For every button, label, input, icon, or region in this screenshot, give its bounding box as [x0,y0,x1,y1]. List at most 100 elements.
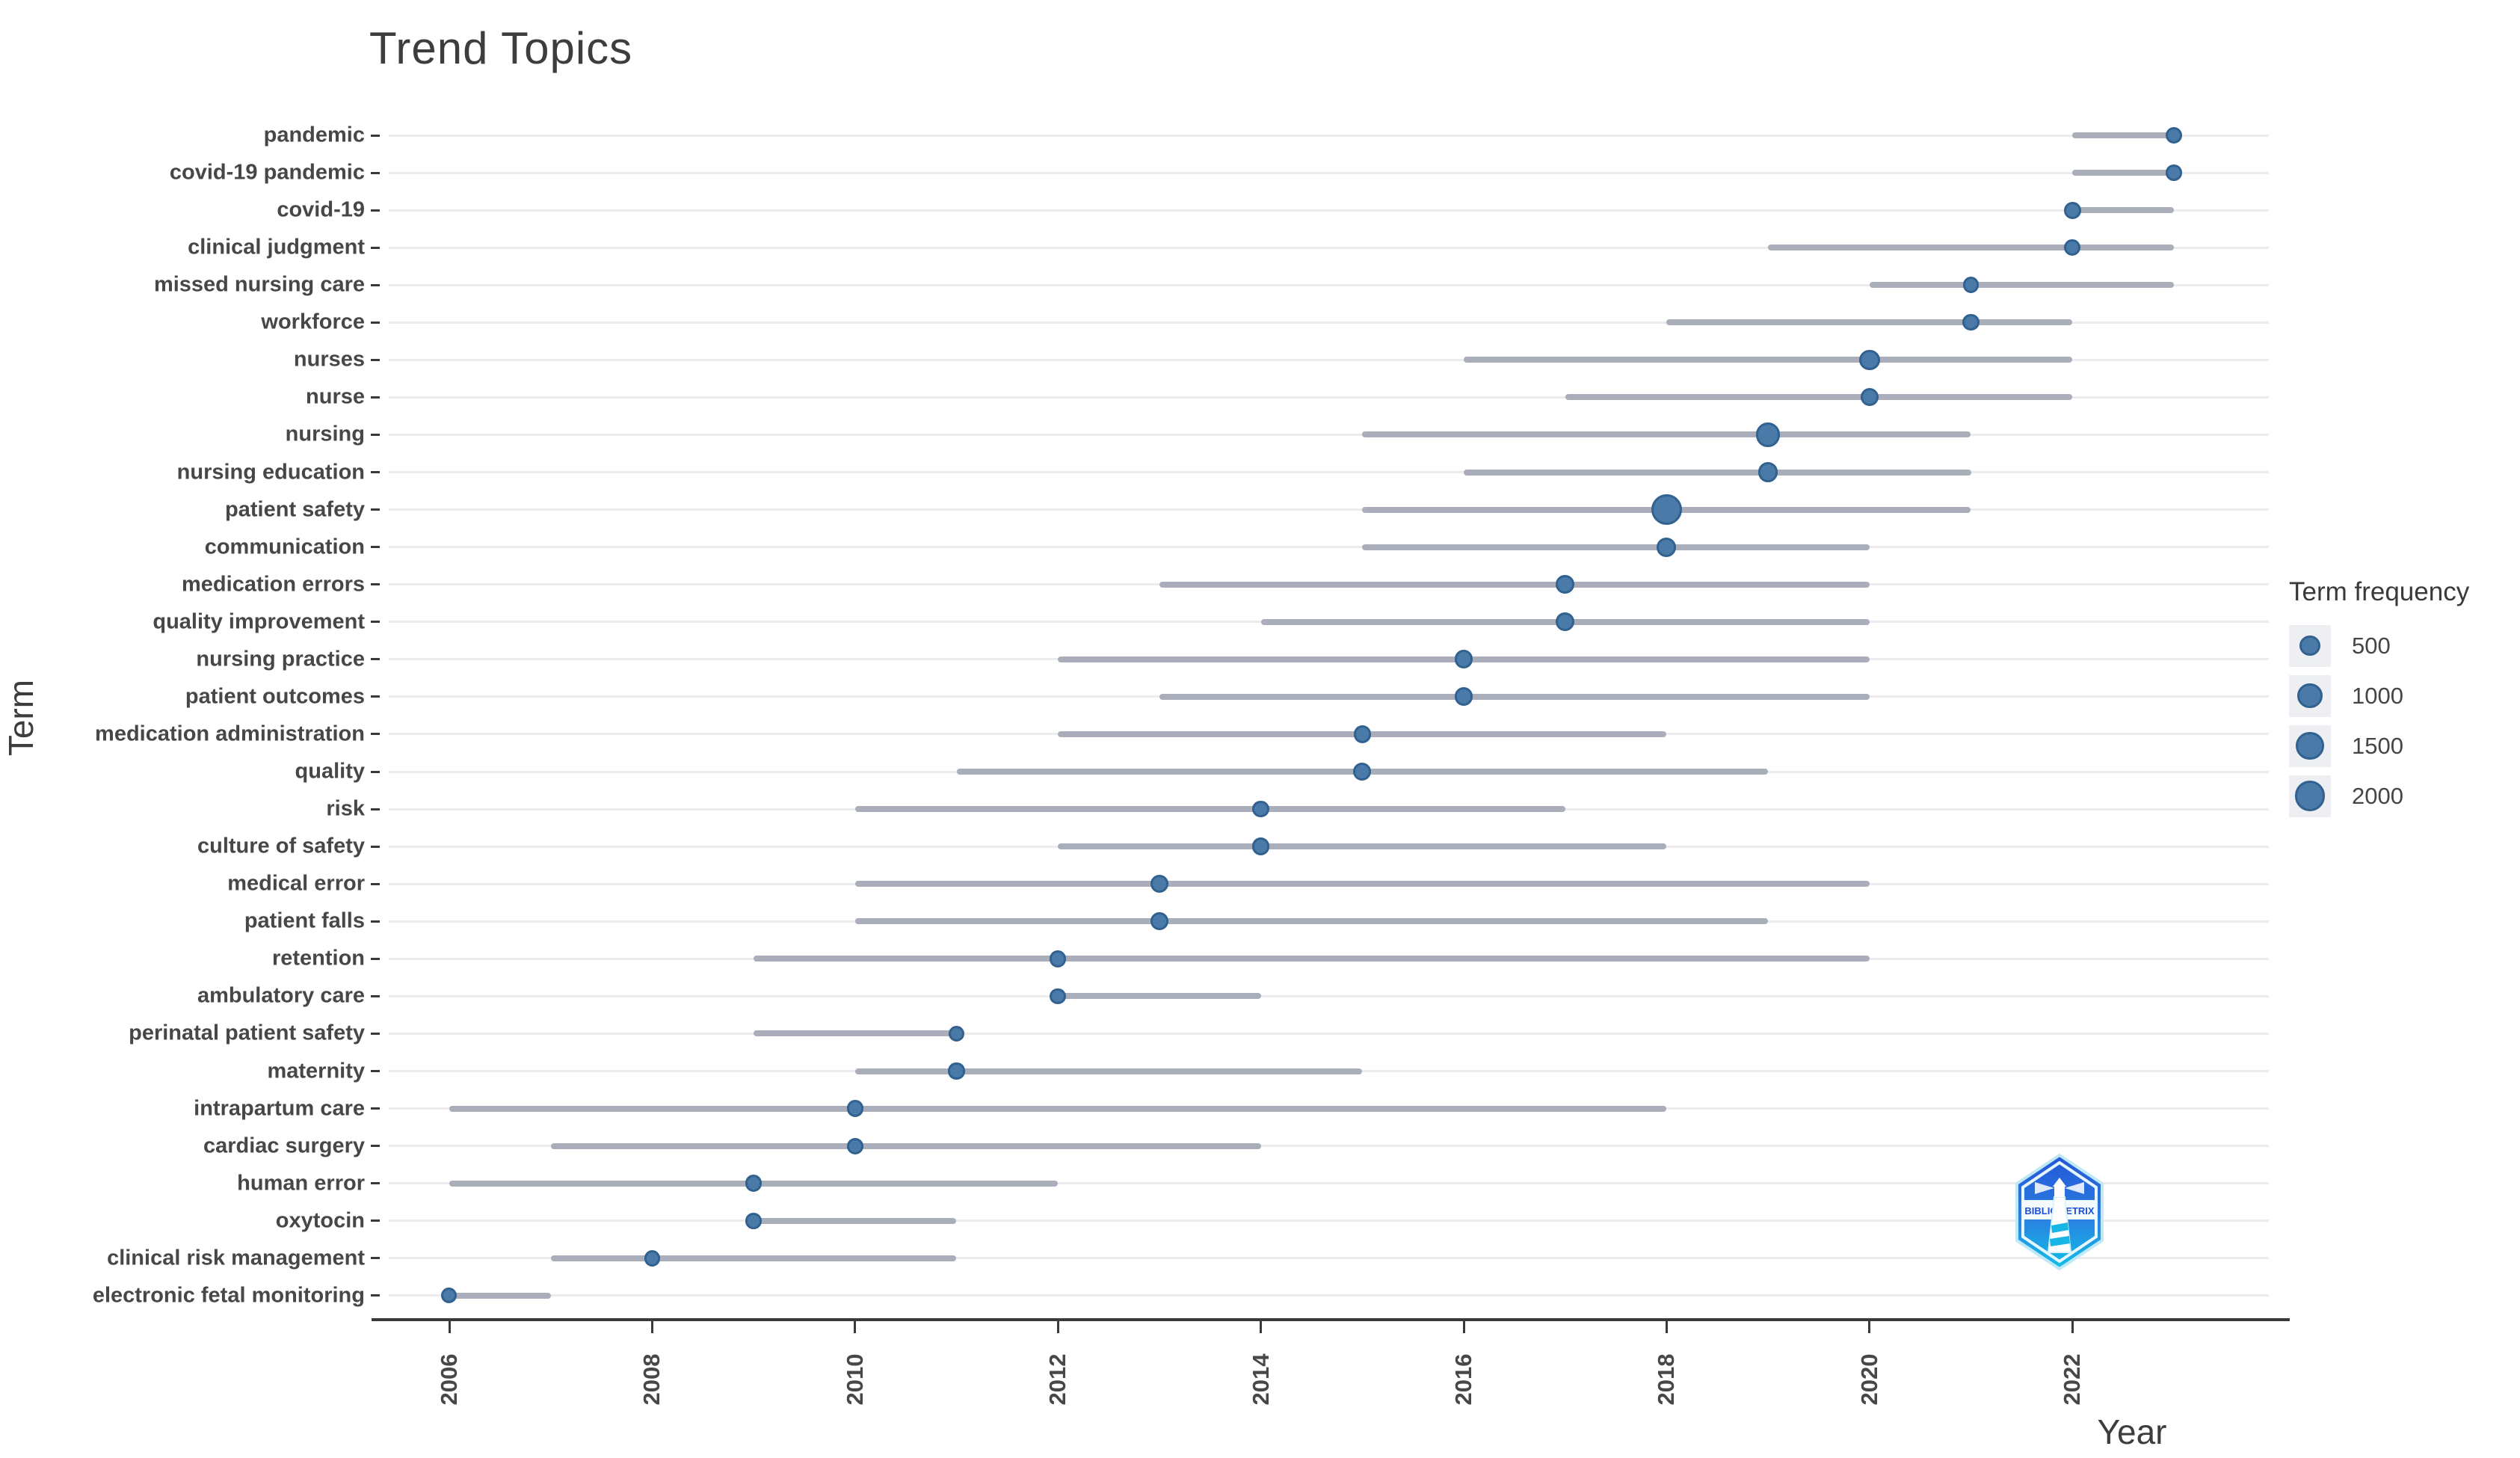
term-median-dot [1755,422,1781,447]
term-year-range-segment [1159,581,1870,588]
y-tick-mark [371,471,380,474]
y-tick-label: nurses [293,347,365,372]
row-gridline [389,209,2269,212]
term-median-dot [2064,239,2081,256]
y-tick-mark [371,1182,380,1185]
y-tick-label: covid-19 pandemic [169,160,365,185]
y-tick-label: cardiac surgery [203,1134,365,1158]
y-tick-mark [371,134,380,137]
row-gridline [389,283,2269,286]
x-tick-label: 2022 [2059,1353,2086,1406]
term-year-range-segment [1058,993,1261,1000]
term-median-dot [1150,875,1169,893]
term-median-dot [1556,612,1575,632]
term-year-range-segment [1058,843,1667,850]
row-gridline [389,1032,2269,1035]
term-median-dot [1251,837,1270,855]
x-tick-label: 2008 [638,1353,665,1406]
term-year-range-segment [2072,132,2174,138]
y-tick-label: culture of safety [197,834,365,858]
term-median-dot [846,1137,863,1154]
legend-item: 1000 [2289,671,2513,721]
y-tick-label: oxytocin [275,1208,365,1233]
x-tick-mark [2071,1321,2074,1333]
term-median-dot [1454,687,1473,707]
row-gridline [389,134,2269,137]
term-median-dot [1050,988,1066,1005]
y-tick-mark [371,546,380,549]
x-tick-mark [448,1321,451,1333]
term-year-range-segment [550,1142,1261,1149]
term-median-dot [1757,462,1778,482]
term-year-range-segment [854,881,1870,888]
y-tick-mark [371,1219,380,1222]
y-tick-label: clinical risk management [107,1246,365,1270]
y-tick-mark [371,583,380,586]
y-tick-mark [371,733,380,736]
y-tick-label: workforce [261,310,365,334]
term-median-dot [745,1175,763,1192]
term-year-range-segment [754,1217,957,1224]
y-tick-label: ambulatory care [197,983,365,1008]
y-tick-label: maternity [267,1059,365,1083]
term-median-dot [1860,388,1879,407]
x-tick-label: 2006 [436,1353,462,1406]
bibliometrix-logo: BIBLIOMETRIX [2014,1153,2105,1274]
legend-size-value: 2000 [2352,782,2403,809]
term-median-dot [441,1288,458,1304]
y-tick-mark [371,321,380,324]
legend-size-dot [2296,731,2324,760]
y-tick-label: nursing education [176,460,365,485]
y-tick-mark [371,396,380,399]
term-year-range-segment [854,1068,1363,1074]
y-tick-mark [371,695,380,698]
row-gridline [389,1219,2269,1222]
x-tick-mark [1462,1321,1465,1333]
x-tick-label: 2018 [1653,1353,1680,1406]
y-tick-mark [371,508,380,511]
y-tick-mark [371,209,380,212]
y-tick-label: medication administration [95,722,365,746]
row-gridline [389,321,2269,324]
y-tick-mark [371,1257,380,1260]
y-tick-mark [371,770,380,773]
legend-key [2289,725,2331,767]
row-gridline [389,433,2269,436]
row-gridline [389,508,2269,511]
y-tick-label: communication [204,535,365,559]
term-median-dot [1556,575,1574,594]
y-tick-label: covid-19 [277,197,365,222]
y-tick-mark [371,882,380,885]
legend-key [2289,624,2331,667]
x-tick-label: 2010 [841,1353,868,1406]
y-tick-mark [371,171,380,174]
row-gridline [389,396,2269,399]
row-gridline [389,1257,2269,1260]
term-year-range-segment [1869,282,2174,289]
x-tick-mark [1868,1321,1871,1333]
term-year-range-segment [854,806,1565,813]
x-tick-mark [1665,1321,1668,1333]
legend-item: 2000 [2289,771,2513,821]
term-year-range-segment [1666,319,2073,326]
y-tick-label: patient safety [225,497,365,522]
term-year-range-segment [1362,544,1870,550]
term-median-dot [1252,800,1269,818]
y-tick-mark [371,246,380,249]
term-median-dot [2063,201,2081,219]
y-tick-label: risk [326,796,365,821]
y-tick-mark [371,920,380,923]
legend-size-dot [2299,635,2320,656]
row-gridline [389,471,2269,474]
y-tick-mark [371,808,380,810]
y-tick-mark [371,994,380,997]
term-median-dot [1353,762,1372,781]
term-median-dot [1962,314,1980,331]
term-year-range-segment [1362,431,1971,438]
term-median-dot [1657,537,1677,557]
y-tick-mark [371,1107,380,1110]
y-tick-mark [371,658,380,661]
term-year-range-segment [1565,394,2073,401]
term-frequency-legend: Term frequency 500 1000 1500 2000 [2289,577,2513,821]
term-year-range-segment [2072,207,2174,214]
